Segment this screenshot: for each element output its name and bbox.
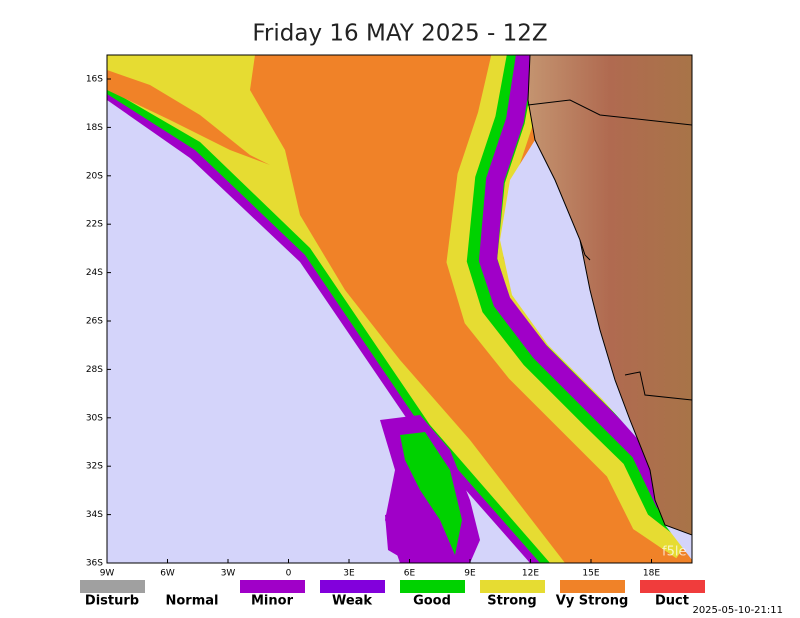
legend-swatch	[640, 580, 705, 593]
legend-label: Vy Strong	[556, 594, 629, 609]
legend: Disturb Normal Minor Weak Good Strong Vy Stron…	[80, 580, 705, 609]
lat-label: 34S	[86, 510, 103, 520]
lon-label: 9E	[464, 569, 476, 579]
lon-label: 6W	[160, 569, 175, 579]
legend-swatch	[480, 580, 545, 593]
borders	[527, 99, 692, 401]
vy-strong-band	[107, 70, 270, 165]
map-area: f5le	[107, 55, 692, 563]
lat-label: 24S	[86, 268, 103, 278]
lat-label: 22S	[86, 220, 103, 230]
legend-label: Weak	[332, 594, 372, 609]
legend-swatch	[560, 580, 625, 593]
legend-label: Disturb	[85, 594, 139, 609]
lon-label: 0	[286, 569, 292, 579]
lon-label: 3W	[221, 569, 236, 579]
lon-label: 9W	[100, 569, 115, 579]
lat-label: 36S	[86, 559, 103, 569]
lat-label: 18S	[86, 123, 103, 133]
lat-label: 32S	[86, 462, 103, 472]
legend-label: Normal	[166, 594, 219, 609]
legend-swatch	[400, 580, 465, 593]
lat-label: 20S	[86, 171, 103, 181]
legend-label: Duct	[655, 594, 689, 609]
lon-label: 6E	[404, 569, 416, 579]
good-patch	[400, 432, 462, 555]
minor-patch	[385, 510, 415, 560]
lon-label: 12E	[522, 569, 539, 579]
lon-label: 3E	[343, 569, 355, 579]
lon-label: 18E	[643, 569, 660, 579]
watermark: f5le	[662, 545, 686, 560]
map-frame	[106, 54, 693, 564]
legend-label: Good	[413, 594, 451, 609]
legend-swatch	[80, 580, 145, 593]
legend-label: Strong	[487, 594, 536, 609]
legend-swatch	[240, 580, 305, 593]
legend-label: Minor	[251, 594, 294, 609]
lat-label: 26S	[86, 317, 103, 327]
lat-label: 16S	[86, 75, 103, 85]
map-title: Friday 16 MAY 2025 - 12Z	[252, 21, 547, 47]
lon-label: 15E	[582, 569, 599, 579]
legend-swatch	[320, 580, 385, 593]
lat-label: 28S	[86, 365, 103, 375]
land	[527, 55, 692, 536]
legend-swatch	[160, 580, 225, 593]
lat-label: 30S	[86, 413, 103, 423]
timestamp: 2025-05-10-21:11	[692, 605, 783, 616]
